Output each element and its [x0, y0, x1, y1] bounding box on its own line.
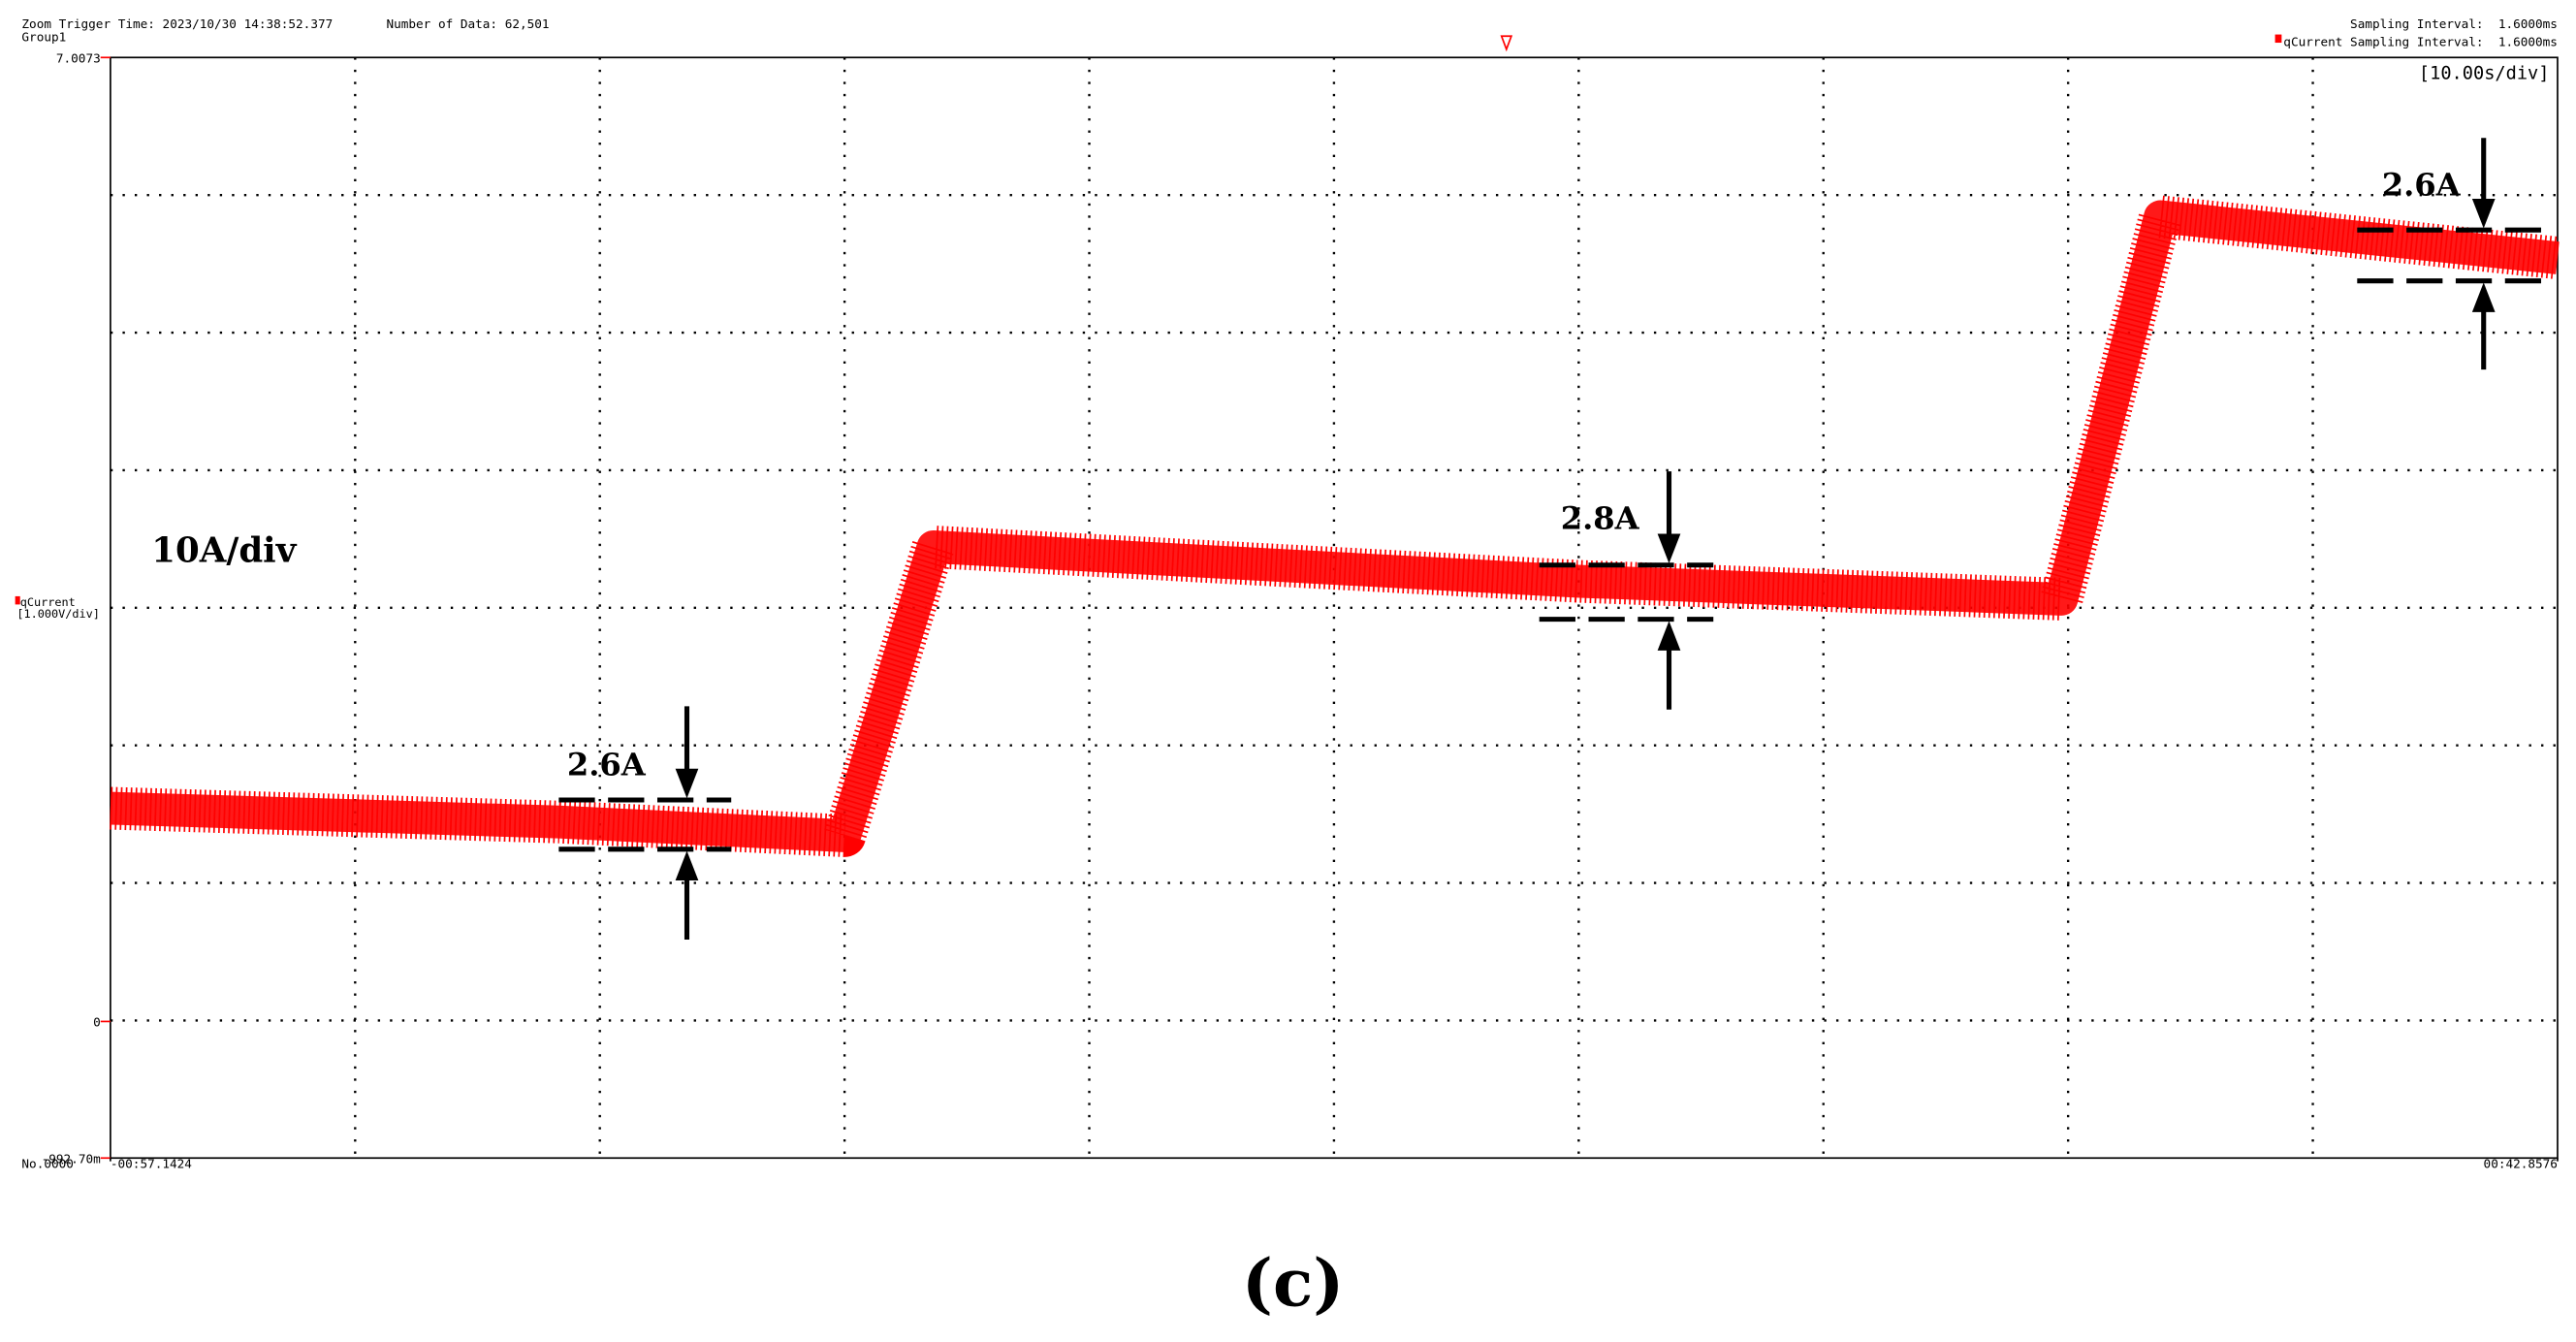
plot-frame — [110, 56, 2559, 1160]
y-tick-label: 7.0073 — [56, 50, 101, 65]
channel-name: qCurrent — [20, 595, 76, 609]
group-label: Group1 — [21, 29, 66, 44]
sampling-interval: Sampling Interval: 1.6000ms — [2350, 16, 2558, 31]
ripple-annotation: 2.6A — [2382, 167, 2462, 204]
channel-sampling: qCurrent Sampling Interval: 1.6000ms — [2283, 34, 2558, 48]
ripple-annotation: 2.8A — [1561, 499, 1640, 536]
volt-scale: [1.000V/div] — [16, 607, 100, 621]
ripple-bracket — [2357, 138, 2555, 370]
trace-line — [110, 200, 2560, 852]
y-tick-label: -992.70m — [42, 1151, 101, 1166]
x-tick-label: -00:57.1424 — [111, 1156, 192, 1170]
record-number: No.0000 — [21, 1156, 73, 1170]
channel-marker — [2274, 34, 2282, 44]
data-count: Number of Data: 62,501 — [386, 16, 549, 31]
x-tick-label: 00:42.8576 — [2484, 1156, 2558, 1170]
y-tick-label: 0 — [93, 1015, 101, 1030]
ripple-bracket — [558, 706, 732, 940]
trace-layer — [110, 195, 2560, 857]
caption: (c) — [1242, 1244, 1344, 1322]
trigger-icon — [1500, 35, 1513, 52]
time-scale: [10.00s/div] — [2419, 63, 2550, 83]
ripple-bracket — [1539, 471, 1714, 710]
ripple-annotation: 2.6A — [567, 747, 647, 783]
scale-annotation: 10A/div — [151, 530, 297, 570]
trigger-time: Zoom Trigger Time: 2023/10/30 14:38:52.3… — [21, 16, 333, 31]
channel-marker — [15, 595, 20, 605]
